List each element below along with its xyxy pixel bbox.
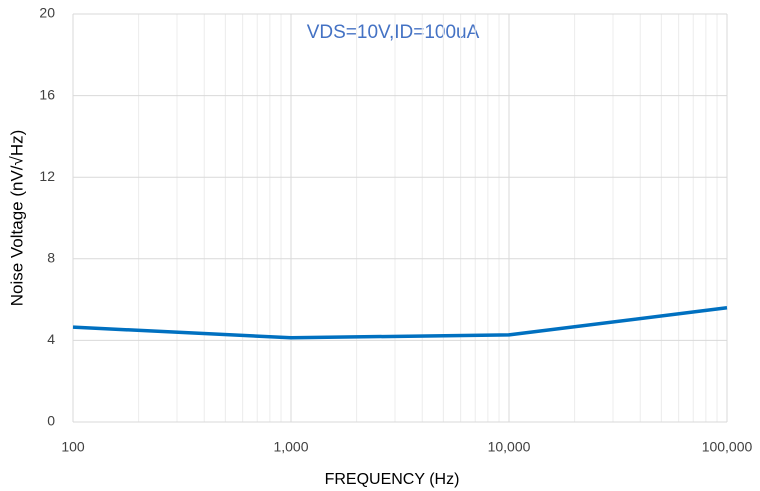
x-tick-label: 10,000: [488, 439, 531, 455]
x-tick-label: 100,000: [702, 439, 753, 455]
x-axis-label: FREQUENCY (Hz): [325, 471, 460, 488]
y-tick-label: 4: [47, 331, 55, 347]
x-tick-label: 100: [61, 439, 85, 455]
line-series: [72, 306, 728, 340]
y-tick-label: 20: [39, 5, 55, 21]
y-axis-label: Noise Voltage (nV/√Hz): [7, 130, 26, 307]
y-tick-label: 16: [39, 86, 55, 102]
annotation: VDS=10V,ID=100uA: [307, 22, 480, 43]
x-tick-label: 1,000: [273, 439, 308, 455]
y-tick-label: 12: [39, 168, 55, 184]
y-tick-label: 0: [47, 413, 55, 429]
y-tick-label: 8: [47, 250, 55, 266]
